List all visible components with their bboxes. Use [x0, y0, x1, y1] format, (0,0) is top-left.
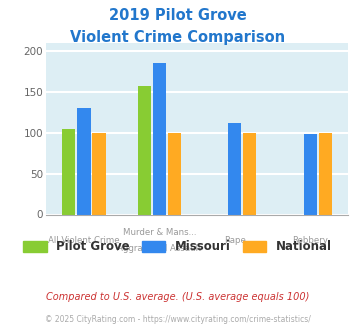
Legend: Pilot Grove, Missouri, National: Pilot Grove, Missouri, National [19, 236, 336, 258]
Bar [243, 133, 256, 214]
Bar [138, 86, 151, 214]
Bar [304, 134, 317, 214]
Text: Aggravated Assault: Aggravated Assault [117, 244, 202, 253]
Text: Violent Crime Comparison: Violent Crime Comparison [70, 30, 285, 45]
Text: Rape: Rape [224, 236, 246, 245]
Bar [92, 133, 105, 214]
Text: Murder & Mans...: Murder & Mans... [122, 228, 196, 237]
Text: Compared to U.S. average. (U.S. average equals 100): Compared to U.S. average. (U.S. average … [46, 292, 309, 302]
Text: Robbery: Robbery [292, 236, 328, 245]
Text: All Violent Crime: All Violent Crime [48, 236, 120, 245]
Bar [228, 123, 241, 214]
Text: © 2025 CityRating.com - https://www.cityrating.com/crime-statistics/: © 2025 CityRating.com - https://www.city… [45, 315, 310, 324]
Bar [153, 63, 166, 214]
Bar [168, 133, 181, 214]
Bar [62, 129, 75, 214]
Text: 2019 Pilot Grove: 2019 Pilot Grove [109, 8, 246, 23]
Bar [77, 108, 91, 214]
Bar [319, 133, 332, 214]
